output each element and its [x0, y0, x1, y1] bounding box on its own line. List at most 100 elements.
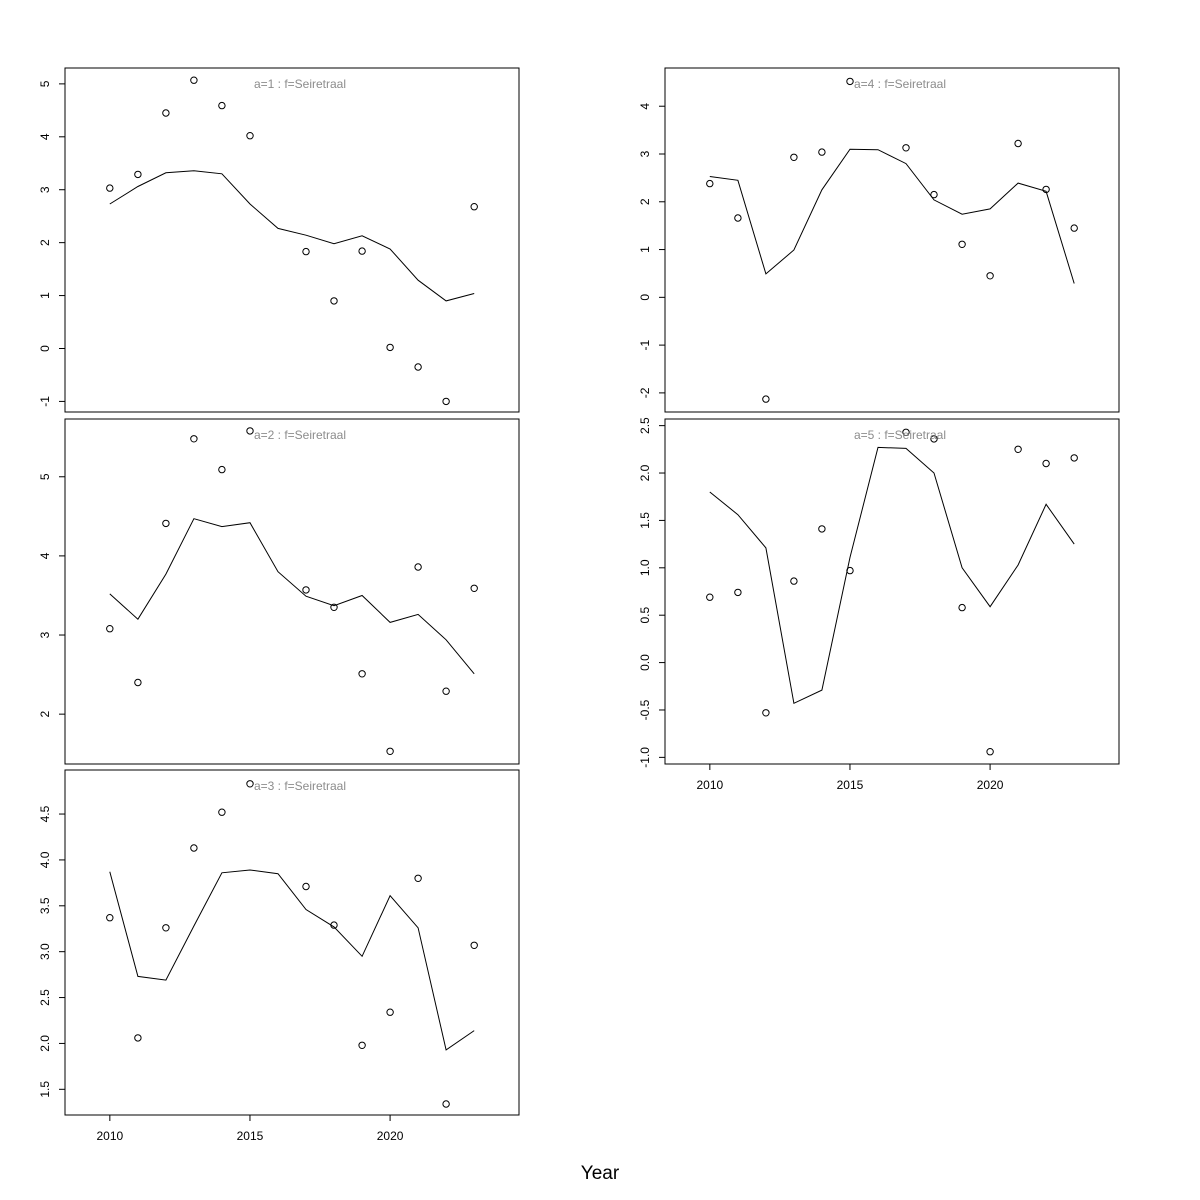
observed-point [902, 428, 910, 436]
x-axis-label: Year [581, 1163, 620, 1184]
y-tick-label: 2.0 [638, 464, 652, 481]
y-tick-label: -0.5 [638, 699, 652, 720]
observed-point [302, 586, 310, 594]
observed-point [818, 525, 826, 533]
y-tick-label: 2.5 [638, 417, 652, 434]
fitted-line [109, 869, 475, 1051]
observed-point [162, 109, 170, 117]
observed-point [846, 77, 854, 86]
x-tick-label: 2010 [696, 778, 723, 792]
observed-point [162, 519, 170, 528]
observed-point [470, 941, 478, 949]
observed-point [706, 593, 714, 601]
y-tick-label: 4.0 [38, 851, 52, 868]
observed-point [706, 179, 714, 188]
observed-point [134, 170, 142, 179]
observed-point [470, 203, 478, 211]
observed-point [958, 240, 966, 249]
y-tick-label: 0 [638, 294, 652, 301]
observed-point [930, 190, 938, 199]
y-tick-label: 0.5 [638, 607, 652, 624]
observed-point [414, 874, 422, 882]
panels-group: -1 0 1 2 3 4 5 a=1 : f=Seiretraal 2 3 4 5 a=2 : f=Se… [38, 67, 1120, 1143]
x-tick-label: 2010 [96, 1129, 123, 1143]
y-tick-label: 2.5 [38, 989, 52, 1006]
observed-point [442, 1100, 450, 1108]
panel-a1: -1 0 1 2 3 4 5 a=1 : f=Seiretraal [38, 67, 520, 413]
observed-point [190, 435, 198, 443]
y-tick-label: 2 [38, 239, 52, 246]
panel-title: a=2 : f=Seiretraal [254, 428, 346, 442]
observed-point [846, 566, 854, 575]
panel-a4: -2 -1 0 1 2 3 4 a=4 : f=Seiretraal [638, 67, 1120, 413]
fitted-line [709, 446, 1075, 705]
observed-point [734, 588, 742, 597]
y-tick-label: 1 [638, 246, 652, 253]
observed-point [790, 153, 798, 162]
observed-point [818, 148, 826, 156]
fitted-line [109, 518, 475, 675]
observed-point [1070, 454, 1078, 462]
panel-a5: -1.0 -0.5 0.0 0.5 1.0 1.5 2.0 2.5 2010 2015 2020 a=… [638, 417, 1120, 792]
panel-title: a=3 : f=Seiretraal [254, 779, 346, 793]
observed-point [302, 247, 310, 256]
observed-point [246, 427, 254, 435]
observed-point [1014, 139, 1022, 148]
observed-point [190, 844, 198, 852]
observed-point [470, 584, 478, 592]
panel-title: a=5 : f=Seiretraal [854, 428, 946, 442]
observed-point [414, 563, 422, 571]
observed-point [414, 363, 422, 371]
y-tick-label: -1 [638, 339, 652, 350]
observed-point [218, 101, 226, 110]
y-tick-label: 1 [38, 292, 52, 299]
y-tick-label: -1.0 [638, 747, 652, 768]
y-tick-label: 0 [38, 345, 52, 352]
observed-point [1042, 459, 1050, 468]
observed-point [930, 435, 938, 443]
y-tick-label: 1.0 [638, 559, 652, 576]
panel-a2: 2 3 4 5 a=2 : f=Seiretraal [38, 418, 520, 765]
fitted-line [109, 170, 475, 302]
observed-point [986, 748, 994, 756]
panel-a3: 1.5 2.0 2.5 3.0 3.5 4.0 4.5 2010 2015 2020 a=3 : f… [38, 769, 520, 1143]
observed-point [190, 76, 198, 84]
y-tick-label: 3 [638, 150, 652, 157]
observed-point [734, 214, 742, 222]
observed-point [986, 272, 994, 280]
observed-point [762, 395, 770, 403]
fitted-line [709, 148, 1075, 284]
observed-point [790, 577, 798, 585]
observed-point [134, 678, 142, 687]
observed-point [162, 924, 170, 932]
observed-point [358, 1041, 366, 1050]
observed-point [106, 184, 114, 192]
observed-point [218, 808, 226, 816]
y-tick-label: 4.5 [38, 805, 52, 822]
observed-point [442, 687, 450, 695]
observed-point [358, 670, 366, 678]
y-tick-label: 4 [38, 552, 52, 559]
observed-point [246, 780, 254, 788]
observed-point [1070, 224, 1078, 232]
y-tick-label: 3.5 [38, 897, 52, 914]
observed-point [106, 625, 114, 633]
observed-point [1014, 445, 1022, 453]
observed-point [330, 921, 338, 929]
y-tick-label: 3 [38, 186, 52, 193]
x-tick-label: 2020 [977, 778, 1004, 792]
y-tick-label: 0.0 [638, 654, 652, 671]
observed-point [246, 132, 254, 140]
y-tick-label: -2 [638, 387, 652, 398]
y-tick-label: 1.5 [38, 1081, 52, 1098]
observed-point [330, 603, 338, 611]
y-tick-label: 4 [38, 133, 52, 140]
y-tick-label: 3.0 [38, 943, 52, 960]
y-tick-label: -1 [38, 396, 52, 407]
observed-point [218, 465, 226, 474]
observed-point [762, 709, 770, 717]
observed-point [958, 603, 966, 612]
observed-point [330, 297, 338, 305]
observed-point [134, 1034, 142, 1042]
